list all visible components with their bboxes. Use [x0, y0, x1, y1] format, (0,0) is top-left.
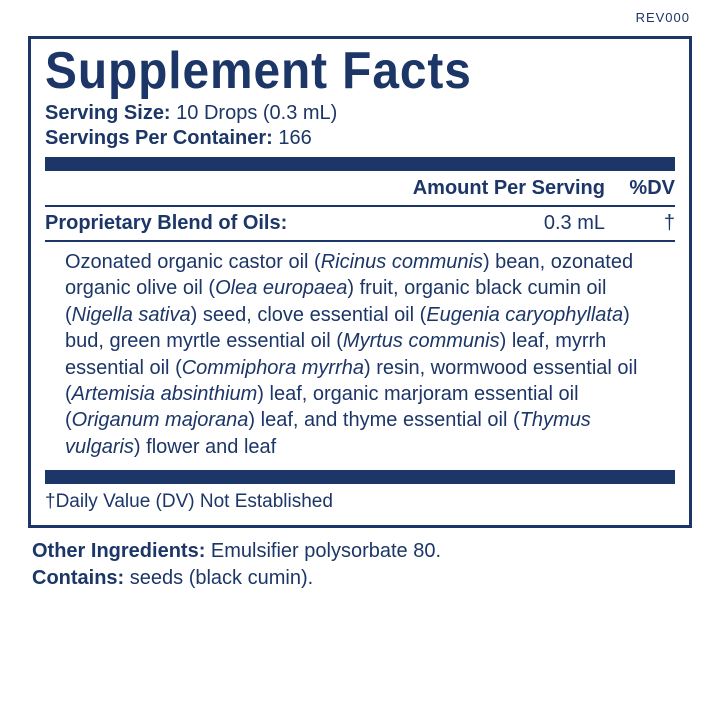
- amount-header: Amount Per Serving: [355, 177, 605, 200]
- contains-value: seeds (black cumin).: [130, 567, 313, 589]
- latin-name: Myrtus communis: [343, 330, 500, 352]
- thick-divider: [45, 470, 675, 484]
- latin-name: Nigella sativa: [72, 304, 191, 326]
- latin-name: Origanum majorana: [72, 409, 249, 431]
- servings-per-value: 166: [278, 127, 311, 149]
- facts-panel: Supplement Facts Serving Size: 10 Drops …: [28, 36, 692, 528]
- serving-size-value: 10 Drops (0.3 mL): [176, 102, 337, 124]
- column-header-row: Amount Per Serving %DV: [45, 175, 675, 202]
- revision-code: REV000: [636, 10, 690, 25]
- serving-size-label: Serving Size:: [45, 102, 171, 124]
- other-value: Emulsifier polysorbate 80.: [211, 540, 441, 562]
- thin-divider: [45, 205, 675, 207]
- blend-amount: 0.3 mL: [375, 212, 605, 235]
- other-label: Other Ingredients:: [32, 540, 205, 562]
- thick-divider: [45, 157, 675, 171]
- dv-header: %DV: [605, 177, 675, 200]
- thin-divider: [45, 240, 675, 242]
- servings-per-label: Servings Per Container:: [45, 127, 273, 149]
- latin-name: Eugenia caryophyllata: [426, 304, 623, 326]
- serving-size-line: Serving Size: 10 Drops (0.3 mL): [45, 101, 675, 126]
- blend-dv: †: [605, 212, 675, 235]
- contains-label: Contains:: [32, 567, 124, 589]
- latin-name: Ricinus communis: [321, 251, 483, 273]
- blend-row: Proprietary Blend of Oils: 0.3 mL †: [45, 210, 675, 237]
- other-ingredients-line: Other Ingredients: Emulsifier polysorbat…: [32, 538, 688, 565]
- blend-name: Proprietary Blend of Oils:: [45, 212, 375, 235]
- latin-name: Artemisia absinthium: [72, 383, 258, 405]
- servings-per-line: Servings Per Container: 166: [45, 126, 675, 151]
- ingredients-block: Ozonated organic castor oil (Ricinus com…: [45, 245, 675, 464]
- latin-name: Olea europaea: [215, 277, 347, 299]
- footer-block: Other Ingredients: Emulsifier polysorbat…: [28, 538, 692, 592]
- latin-name: Commiphora myrrha: [182, 357, 364, 379]
- panel-title: Supplement Facts: [45, 45, 625, 97]
- dv-footnote: †Daily Value (DV) Not Established: [45, 488, 675, 515]
- contains-line: Contains: seeds (black cumin).: [32, 565, 688, 592]
